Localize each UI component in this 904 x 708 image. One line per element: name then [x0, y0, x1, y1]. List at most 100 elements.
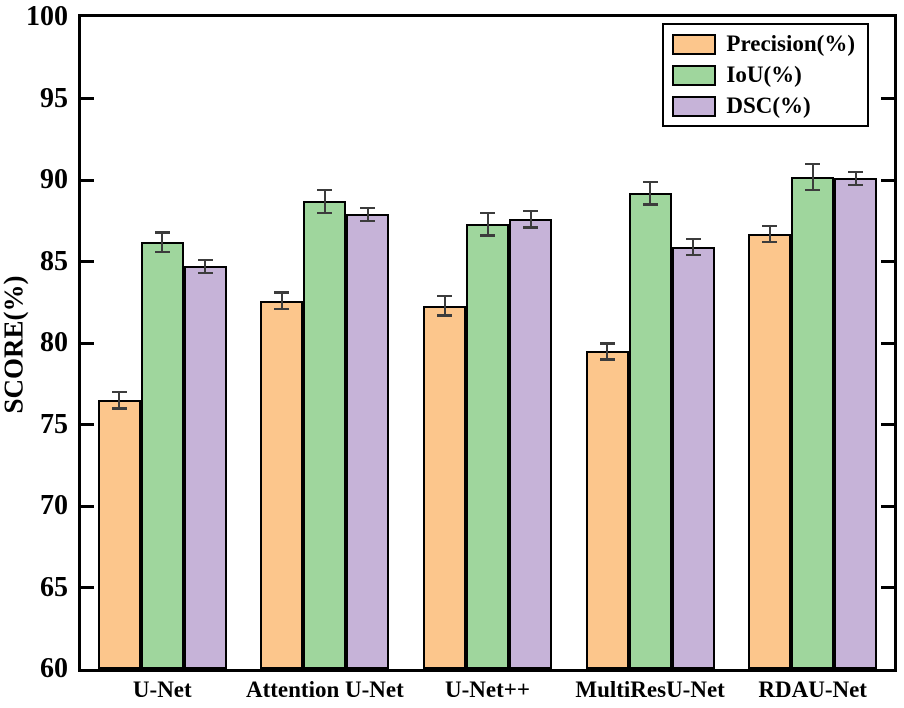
error-bar [437, 294, 452, 298]
bar-dsc-0 [183, 266, 227, 669]
error-bar [811, 163, 814, 190]
legend-item: DSC(%) [672, 93, 855, 119]
y-tick-label: 70 [40, 490, 68, 521]
error-bar [685, 237, 701, 241]
error-bar [280, 292, 283, 309]
error-bar [599, 342, 615, 345]
y-axis-tick [81, 97, 94, 100]
y-axis-tick [881, 260, 894, 263]
legend-item: IoU(%) [672, 62, 855, 88]
y-tick-label: 65 [40, 571, 68, 603]
y-tick-label: 95 [40, 82, 68, 114]
legend-swatch [672, 64, 717, 86]
y-axis-tick [81, 341, 94, 345]
error-bar [642, 203, 658, 206]
error-bar [161, 232, 164, 252]
legend-swatch [672, 33, 717, 55]
error-bar [154, 231, 170, 234]
error-bar [529, 210, 532, 228]
error-bar [805, 188, 821, 192]
y-axis-tick [881, 341, 894, 345]
y-axis-tick [881, 504, 894, 508]
bar-iou-3 [628, 193, 672, 669]
y-axis-tick [881, 178, 894, 182]
y-axis-tick [81, 504, 94, 508]
error-bar [323, 189, 326, 213]
error-bar [486, 212, 489, 236]
error-bar [437, 314, 452, 317]
error-bar [848, 170, 864, 174]
bar-dsc-1 [346, 214, 390, 669]
bar-dsc-4 [834, 178, 878, 669]
x-tick-label-multiresunet: MultiResU-Net [575, 677, 725, 702]
error-bar [360, 206, 376, 210]
y-axis-tick [881, 423, 894, 426]
x-tick-label-rdaunet: RDAU-Net [758, 677, 867, 702]
legend-label: IoU(%) [726, 62, 802, 87]
legend-label: DSC(%) [726, 93, 811, 118]
error-bar [523, 226, 538, 229]
y-axis-tick [81, 260, 94, 263]
y-axis-tick [81, 586, 94, 589]
error-bar [204, 259, 207, 273]
bar-iou-4 [791, 176, 835, 669]
y-tick-label: 80 [40, 327, 68, 358]
bar-precision-0 [97, 400, 141, 669]
error-bar [197, 258, 213, 262]
error-bar [649, 181, 652, 205]
error-bar [599, 358, 615, 361]
error-bar [274, 307, 290, 311]
error-bar [685, 253, 701, 257]
error-bar [197, 271, 213, 275]
x-tick-label-unet: U-Net [132, 677, 192, 702]
bar-iou-1 [303, 201, 347, 669]
y-axis-tick [881, 97, 894, 100]
bar-dsc-3 [671, 246, 715, 669]
error-bar [111, 407, 127, 410]
y-axis-tick [881, 586, 894, 589]
error-bar [274, 291, 290, 294]
error-bar [606, 343, 609, 360]
error-bar [111, 390, 127, 394]
error-bar [154, 250, 170, 254]
bar-precision-2 [423, 305, 466, 669]
error-bar [854, 171, 857, 185]
y-tick-label: 60 [40, 653, 68, 684]
error-bar [523, 209, 538, 213]
error-bar [768, 225, 771, 242]
bar-precision-4 [748, 233, 792, 669]
bar-iou-0 [140, 241, 184, 669]
error-bar [480, 234, 495, 237]
bar-dsc-2 [509, 219, 552, 669]
x-tick-label-attentionunet: Attention U-Net [246, 677, 404, 702]
bar-precision-1 [260, 300, 304, 669]
legend-swatch [672, 95, 717, 117]
y-tick-label: 90 [40, 164, 68, 195]
error-bar [443, 295, 446, 316]
legend-item: Precision(%) [672, 31, 855, 57]
error-bar [480, 211, 495, 215]
error-bar [848, 183, 864, 187]
y-tick-label: 85 [40, 245, 68, 277]
error-bar [317, 211, 333, 215]
x-tick-label-unet++: U-Net++ [445, 677, 530, 702]
y-tick-label: 75 [40, 408, 68, 440]
error-bar [317, 188, 333, 192]
error-bar [118, 391, 121, 409]
bar-iou-2 [466, 224, 509, 669]
error-bar [805, 162, 821, 166]
error-bar [366, 207, 369, 221]
plot-area: Precision(%) IoU(%) DSC(%) [78, 14, 897, 672]
error-bar [642, 180, 658, 184]
legend: Precision(%) IoU(%) DSC(%) [662, 23, 869, 127]
y-axis-tick [81, 423, 94, 426]
y-axis-tick [81, 178, 94, 182]
error-bar [692, 238, 695, 255]
error-bar [762, 224, 778, 228]
legend-label: Precision(%) [726, 31, 855, 56]
bar-precision-3 [585, 351, 629, 669]
error-bar [360, 219, 376, 223]
error-bar [762, 240, 778, 244]
y-tick-label: 100 [26, 1, 68, 32]
